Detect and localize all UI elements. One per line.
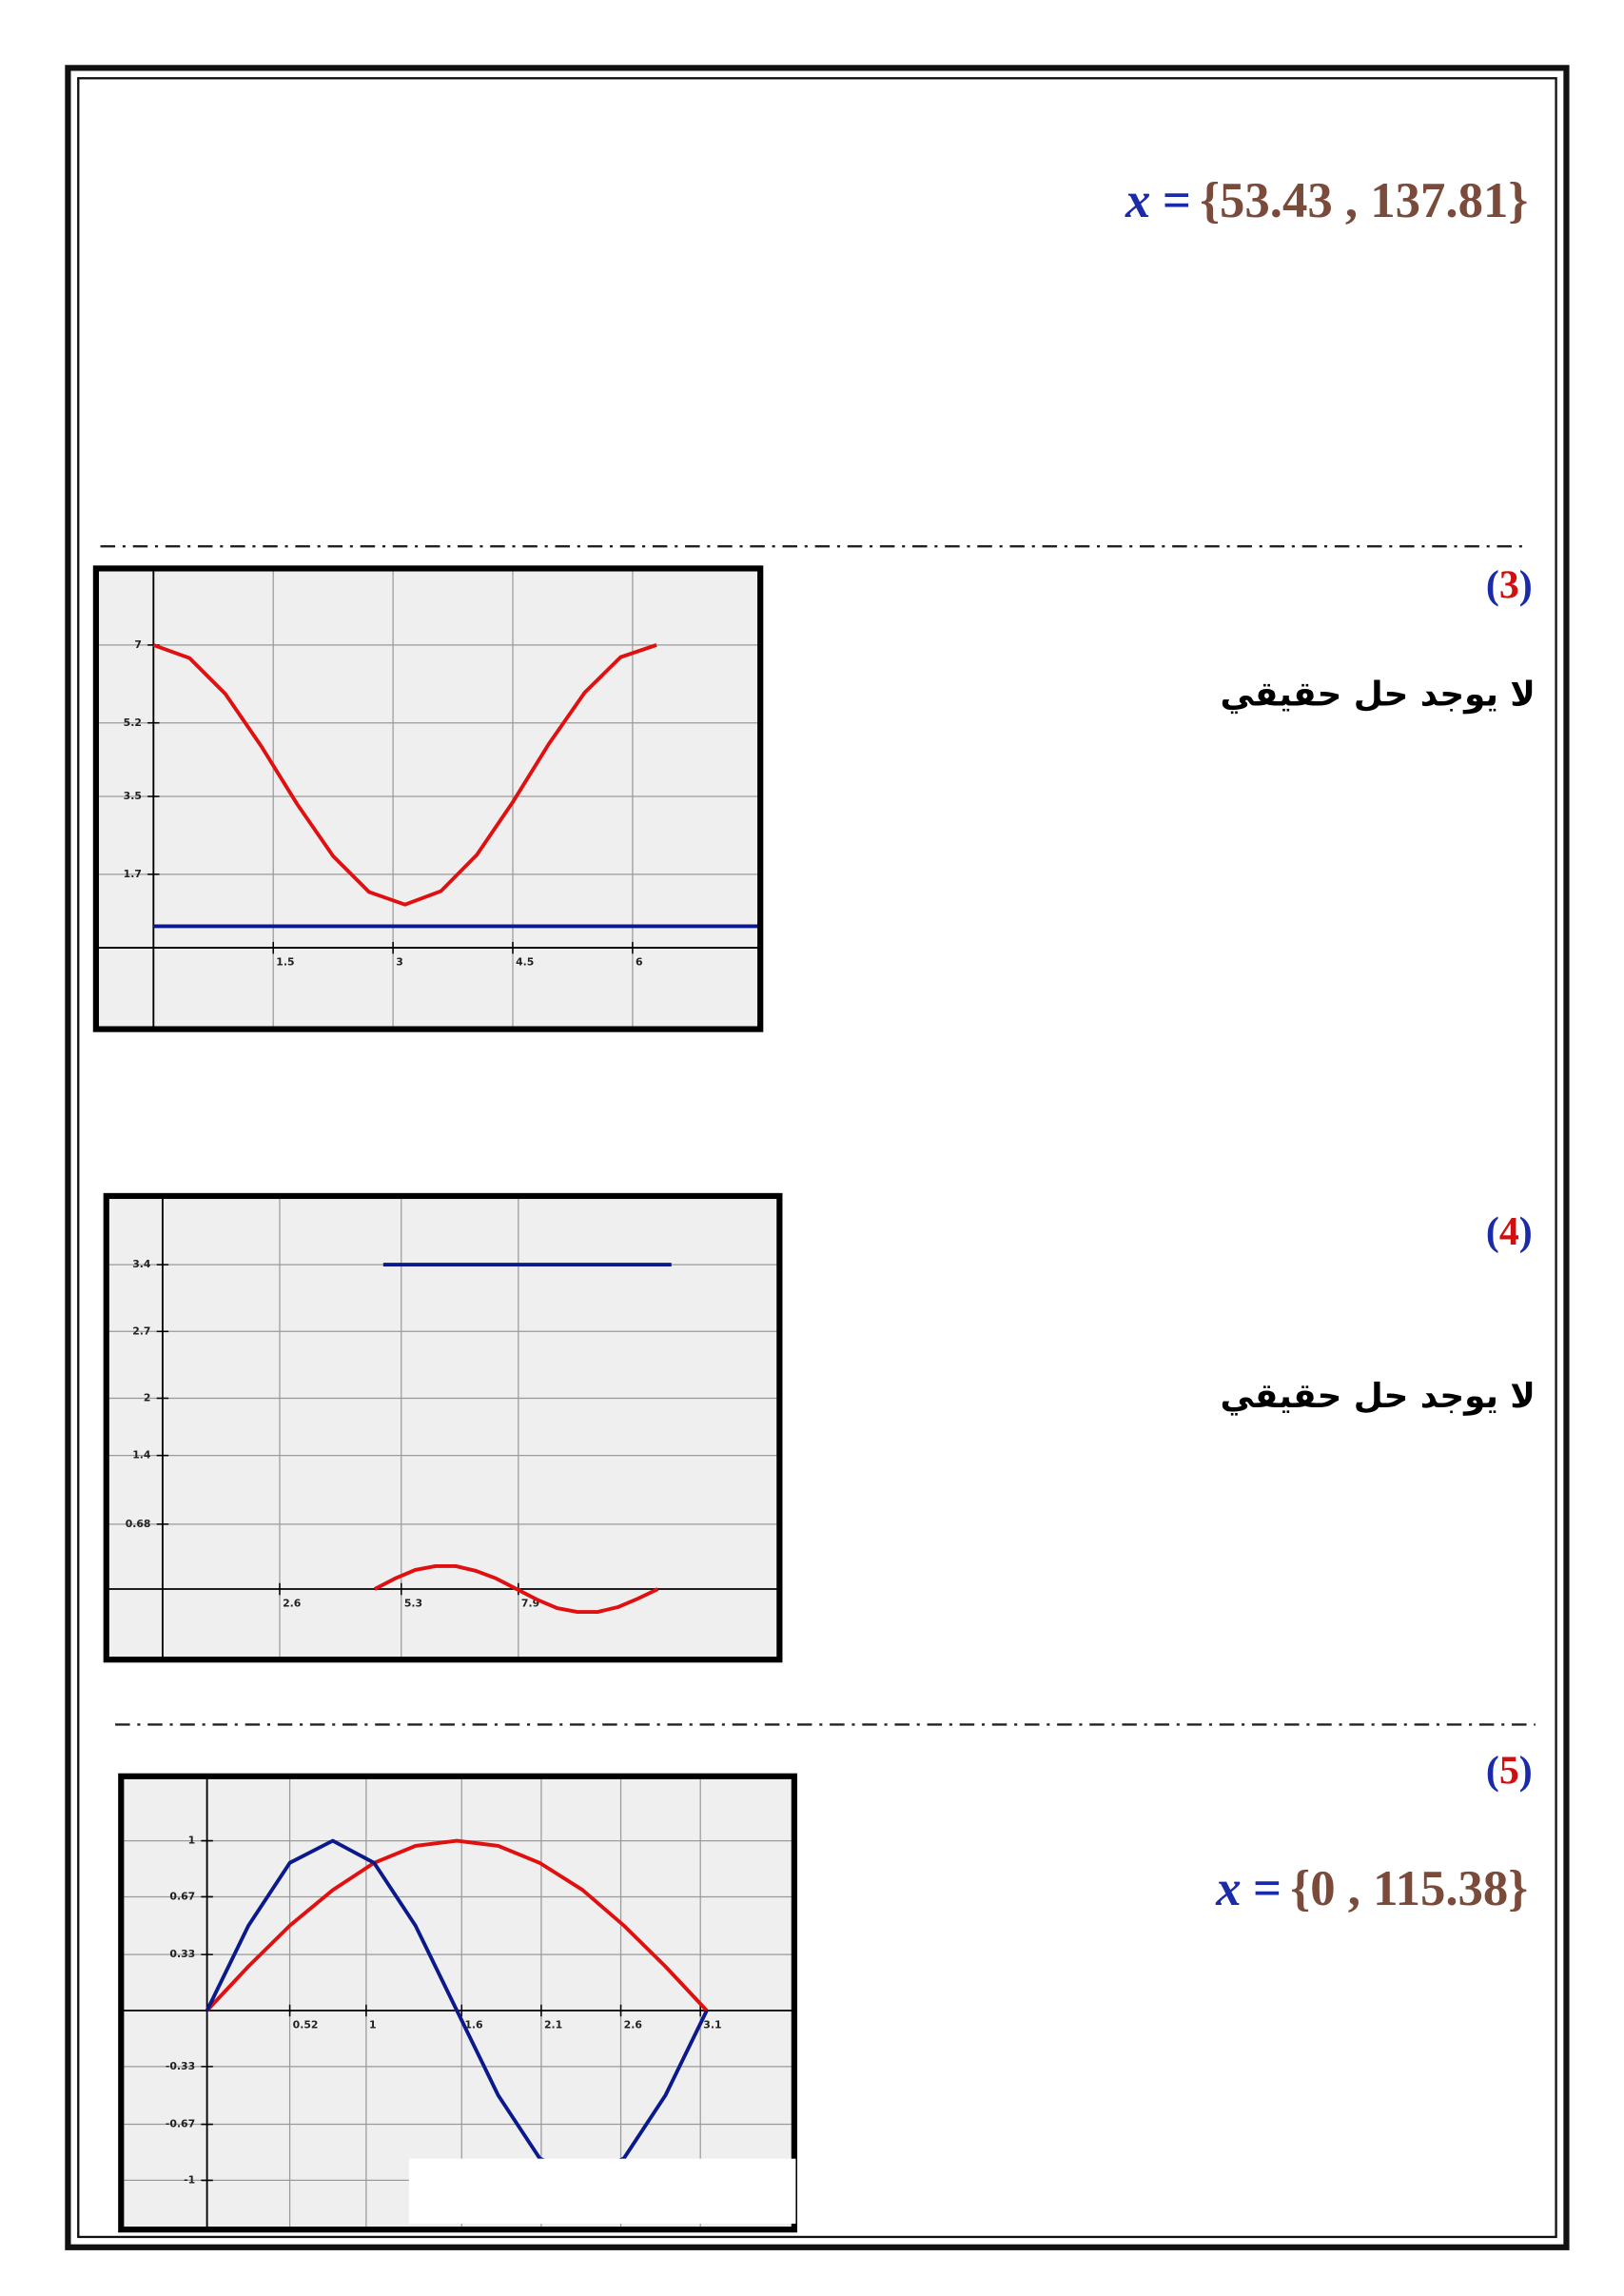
y-tick-label: 1.4 [132,1449,151,1462]
x-tick-label: 2.6 [624,2019,642,2031]
y-tick-label: -0.33 [166,2060,195,2072]
x-tick-label: 2.1 [544,2019,562,2031]
figure-frame [92,565,764,1032]
y-tick-label: -0.67 [166,2118,195,2130]
paren: ) [1519,563,1533,607]
y-tick-label: 3.5 [124,790,142,802]
y-tick-label: 2 [144,1392,151,1404]
x-tick-label: 0.52 [293,2019,319,2031]
x-tick-label: 5.3 [404,1598,422,1610]
y-tick-label: 1 [188,1835,196,1847]
figure-frame [118,1773,797,2233]
problem-number: (4) [1486,1210,1533,1254]
y-tick-label: 0.68 [126,1518,151,1530]
equals: = [1253,1861,1282,1916]
x-tick-label: 1 [369,2019,377,2031]
variable: x [1215,1861,1241,1916]
paren: ) [1519,1750,1533,1794]
y-tick-label: -1 [184,2174,195,2187]
y-tick-label: 3.4 [132,1258,151,1270]
y-tick-label: 0.33 [169,1948,195,1960]
figure-frame [103,1192,783,1663]
answer: لا يوجد حل حقيقي [1221,1377,1536,1416]
figure: 0.52 1 1.6 2.1 2.6 3.1 -1 -0.67 -0.33 0.33 0.67 1 [121,1776,794,2230]
y-tick-label: 1.7 [124,868,142,880]
paren: ) [1519,1210,1533,1254]
inner-border [77,77,1557,2239]
solution-value: {53.43 , 137.81} [1200,173,1528,228]
x-tick-label: 3 [396,956,403,969]
y-tick-label: 5.2 [124,716,142,729]
paren: ( [1486,1210,1499,1254]
x-tick-label: 6 [636,956,643,969]
curve [205,1838,709,2012]
curve [152,643,657,907]
outer-border [65,65,1570,2250]
problem-number: (3) [1486,563,1533,607]
figure: 1.5 3 4.5 6 1.7 3.5 5.2 7 [95,568,761,1030]
paren: ( [1486,563,1499,607]
equals: = [1163,173,1191,228]
paren: ( [1486,1750,1499,1794]
x-tick-label: 1.6 [464,2019,482,2031]
curve [373,1563,659,1614]
solution: x = {53.43 , 137.81} [1125,173,1528,228]
number: 5 [1499,1750,1519,1794]
problem-number: (5) [1486,1750,1533,1794]
plot-area [95,568,761,1030]
x-tick-label: 4.5 [516,956,534,969]
x-tick-label: 2.6 [283,1598,301,1610]
y-tick-label: 2.7 [132,1325,150,1337]
variable: x [1125,173,1150,228]
number: 3 [1499,563,1519,607]
figure: 2.6 5.3 7.90.681.422.73.4 [106,1195,780,1660]
curve [205,1838,709,2183]
x-tick-label: 1.5 [276,956,294,969]
figures: 1.5 3 4.5 61.73.55.272.6 5.3 7.90.681.422.73.… [92,565,797,2233]
cover [408,2158,796,2224]
number: 4 [1499,1210,1519,1254]
solution: x = {0 , 115.38} [1215,1861,1528,1916]
plot-area [106,1195,780,1660]
x-tick-label: 3.1 [703,2019,721,2031]
solution-value: {0 , 115.38} [1290,1861,1528,1916]
answer: لا يوجد حل حقيقي [1221,676,1536,715]
y-tick-label: 7 [134,638,142,651]
y-tick-label: 0.67 [169,1891,195,1903]
plot-area [121,1776,794,2230]
